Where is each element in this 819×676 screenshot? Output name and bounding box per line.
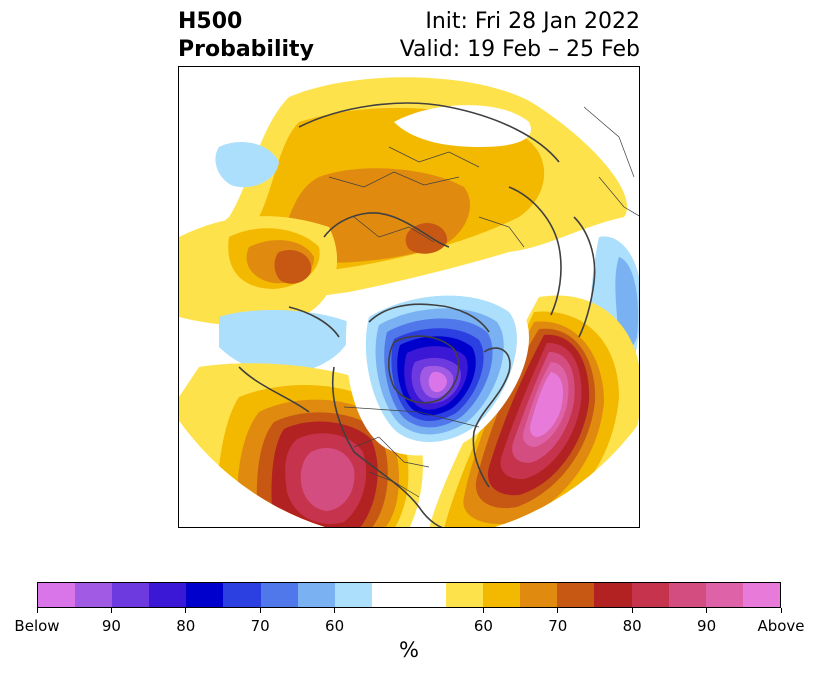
colorbar-segment [112, 583, 150, 607]
colorbar-segment [75, 583, 113, 607]
colorbar-tick-label: 80 [622, 617, 642, 635]
probability-map [178, 66, 640, 528]
colorbar-tick-mark [706, 608, 708, 613]
init-time: Init: Fri 28 Jan 2022 [425, 9, 640, 34]
above-eurasia-core [405, 222, 448, 254]
colorbar-segment [520, 583, 558, 607]
colorbar [37, 582, 781, 608]
colorbar-segment [668, 583, 706, 607]
colorbar-tick-label: 60 [325, 617, 345, 635]
colorbar-tick-label: 70 [250, 617, 270, 635]
above-atl-core [530, 372, 564, 437]
valid-period: Valid: 19 Feb – 25 Feb [399, 37, 640, 62]
colorbar-tick-mark [259, 608, 261, 613]
colorbar-segment [38, 583, 76, 607]
colorbar-segment [371, 583, 409, 607]
colorbar-tick-mark [185, 608, 187, 613]
colorbar-segment [557, 583, 595, 607]
colorbar-segment [260, 583, 298, 607]
colorbar-tick-label: Above [757, 617, 805, 635]
colorbar-segment [334, 583, 372, 607]
above-west-l7 [300, 448, 355, 511]
colorbar-segment [297, 583, 335, 607]
below-bering [215, 142, 279, 188]
political-borders [328, 106, 639, 498]
colorbar-segment [483, 583, 521, 607]
colorbar-tick-mark [36, 608, 38, 613]
title-right: Init: Fri 28 Jan 2022 Valid: 19 Feb – 25… [400, 8, 640, 64]
colorbar-segment [186, 583, 224, 607]
title-field-name: H500 [178, 9, 243, 34]
colorbar-tick-mark [780, 608, 782, 613]
colorbar-tick-label: 90 [101, 617, 121, 635]
title-left: H500 Probability [178, 8, 314, 64]
map-svg [179, 67, 639, 527]
colorbar-tick-mark [334, 608, 336, 613]
arctic-neutral [394, 105, 531, 147]
below-europe-inner [615, 257, 639, 348]
colorbar-tick-label: 60 [473, 617, 493, 635]
colorbar-segment [408, 583, 447, 607]
colorbar-tick-mark [482, 608, 484, 613]
colorbar-segment [446, 583, 484, 607]
colorbar-tick-label: 90 [697, 617, 717, 635]
colorbar-tick-mark [557, 608, 559, 613]
colorbar-segment [705, 583, 743, 607]
colorbar-segment [223, 583, 261, 607]
colorbar-segment [594, 583, 632, 607]
colorbar-tick-label: 80 [176, 617, 196, 635]
title-product-name: Probability [178, 37, 314, 62]
below-hudson-core [428, 371, 447, 393]
below-north-pacific [219, 310, 351, 374]
colorbar-segment [631, 583, 669, 607]
above-pacific-core [274, 249, 312, 284]
colorbar-segment [742, 583, 780, 607]
colorbar-tick-mark [631, 608, 633, 613]
colorbar-tick-label: Below [14, 617, 60, 635]
colorbar-segment [149, 583, 187, 607]
colorbar-tick-mark [110, 608, 112, 613]
coastlines [238, 102, 596, 527]
colorbar-tick-label: 70 [548, 617, 568, 635]
colorbar-unit: % [399, 638, 419, 662]
